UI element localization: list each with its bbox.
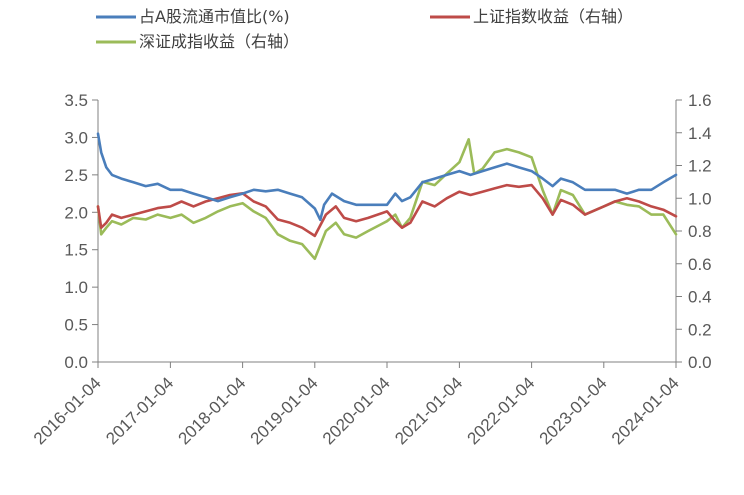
series-line-2 <box>96 183 678 238</box>
x-tick-label: 2024-01-04 <box>608 373 683 448</box>
legend-label-1: 占A股流通市值比(%) <box>139 7 290 26</box>
y-left-tick-label: 1.5 <box>64 241 88 260</box>
y-left-tick-label: 1.0 <box>64 278 88 297</box>
legend-label-3: 深证成指收益（右轴） <box>139 32 299 51</box>
x-tick-label: 2017-01-04 <box>102 373 177 448</box>
y-right-tick-label: 0.2 <box>688 320 712 339</box>
x-tick-label: 2020-01-04 <box>319 373 394 448</box>
series-line-1 <box>96 132 678 222</box>
legend: 占A股流通市值比(%) 上证指数收益（右轴） 深证成指收益（右轴） <box>96 7 633 51</box>
series-line-3 <box>96 138 678 261</box>
plot-area <box>96 132 678 261</box>
x-tick-label: 2023-01-04 <box>536 373 611 448</box>
y-left-tick-label: 3.0 <box>64 128 88 147</box>
legend-label-2: 上证指数收益（右轴） <box>473 7 633 26</box>
y-right-tick-label: 1.2 <box>688 157 712 176</box>
y-right-tick-label: 1.6 <box>688 91 712 110</box>
y-right-tick-label: 0.0 <box>688 353 712 372</box>
y-left-tick-label: 0.0 <box>64 353 88 372</box>
y-right-tick-label: 0.8 <box>688 222 712 241</box>
y-right-tick-label: 1.0 <box>688 189 712 208</box>
y-right-tick-label: 1.4 <box>688 124 712 143</box>
x-tick-label: 2019-01-04 <box>247 373 322 448</box>
y-right-tick-label: 0.6 <box>688 255 712 274</box>
y-left-tick-label: 3.5 <box>64 91 88 110</box>
x-tick-label: 2022-01-04 <box>463 373 538 448</box>
y-left-tick-label: 2.5 <box>64 166 88 185</box>
x-tick-label: 2021-01-04 <box>391 373 466 448</box>
x-tick-label: 2016-01-04 <box>30 373 105 448</box>
axes: 0.0 0.5 1.0 1.5 2.0 2.5 3.0 3.5 0.0 0.2 0.4 0.6 0.8 1… <box>30 91 712 448</box>
y-left-tick-label: 2.0 <box>64 203 88 222</box>
y-left-tick-label: 0.5 <box>64 316 88 335</box>
x-tick-label: 2018-01-04 <box>174 373 249 448</box>
y-right-tick-label: 0.4 <box>688 288 712 307</box>
